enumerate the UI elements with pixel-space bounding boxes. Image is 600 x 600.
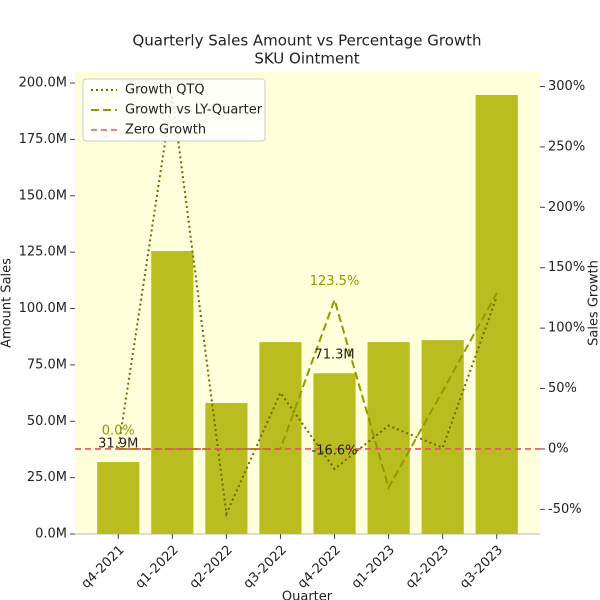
x-tick-label: q3-2022 bbox=[241, 543, 290, 592]
x-tick-label: q2-2023 bbox=[403, 543, 452, 592]
y-axis-label: Amount Sales bbox=[0, 258, 15, 348]
legend-label: Growth QTQ bbox=[125, 83, 205, 98]
x-tick-label: q4-2021 bbox=[79, 543, 128, 592]
x-axis-label: Quarter bbox=[282, 590, 333, 600]
line bbox=[118, 292, 498, 491]
legend-box bbox=[82, 78, 266, 142]
bar bbox=[151, 251, 194, 534]
bar bbox=[97, 462, 140, 534]
bar bbox=[475, 94, 518, 534]
data-label: 71.3M bbox=[314, 348, 354, 363]
y-tick-label: 75.0M bbox=[27, 357, 67, 372]
y2-tick-label: 300% bbox=[548, 79, 585, 94]
bar bbox=[259, 342, 302, 534]
y2-tick-label: 250% bbox=[548, 139, 585, 154]
data-label: 31.9M bbox=[98, 437, 138, 452]
y-tick-label: 100.0M bbox=[19, 301, 67, 316]
y2-tick-label: 50% bbox=[548, 381, 577, 396]
x-tick-label: q4-2022 bbox=[295, 543, 344, 592]
bar bbox=[367, 342, 410, 534]
data-label: 123.5% bbox=[310, 274, 360, 289]
data-label: 0.0% bbox=[102, 423, 135, 438]
y-tick-label: 125.0M bbox=[19, 245, 67, 260]
y-tick-label: 150.0M bbox=[19, 188, 67, 203]
x-tick-label: q3-2023 bbox=[457, 543, 506, 592]
x-tick-label: q1-2022 bbox=[133, 543, 182, 592]
legend-label: Growth vs LY-Quarter bbox=[125, 103, 263, 118]
bar bbox=[313, 373, 356, 534]
x-tick-label: q1-2023 bbox=[349, 543, 398, 592]
y2-tick-label: 0% bbox=[548, 441, 569, 456]
y-tick-label: 0.0M bbox=[35, 527, 67, 542]
data-label: -16.6% bbox=[312, 444, 358, 459]
y2-tick-label: 150% bbox=[548, 260, 585, 275]
bar bbox=[421, 340, 464, 534]
chart-subtitle: SKU Ointment bbox=[254, 50, 359, 68]
y-tick-label: 50.0M bbox=[27, 414, 67, 429]
y-tick-label: 25.0M bbox=[27, 470, 67, 485]
y2-tick-label: 200% bbox=[548, 200, 585, 215]
y2-tick-label: -50% bbox=[548, 502, 582, 517]
y-tick-label: 175.0M bbox=[19, 132, 67, 147]
y2-tick-label: 100% bbox=[548, 321, 585, 336]
y2-axis-label: Sales Growth bbox=[587, 260, 600, 346]
y-tick-label: 200.0M bbox=[19, 76, 67, 91]
chart-title: Quarterly Sales Amount vs Percentage Gro… bbox=[132, 32, 481, 50]
legend-label: Zero Growth bbox=[125, 123, 206, 138]
x-tick-label: q2-2022 bbox=[187, 543, 236, 592]
